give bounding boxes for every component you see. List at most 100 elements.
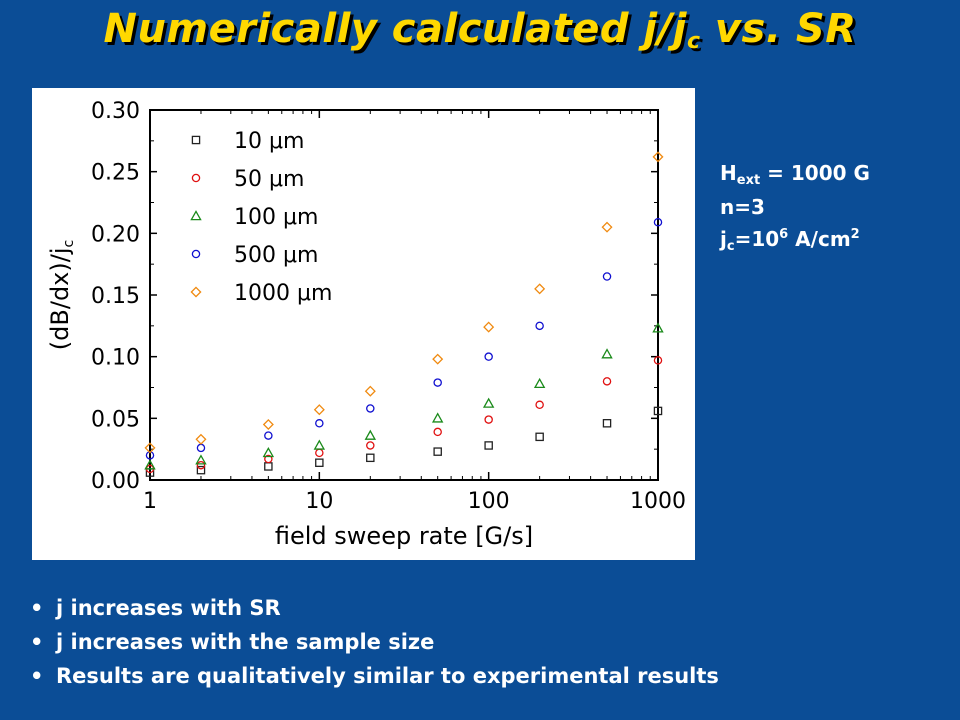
legend-label: 100 μm	[234, 205, 318, 230]
data-point-3	[601, 348, 613, 359]
data-point-1	[653, 406, 663, 416]
legend-marker	[191, 135, 201, 145]
jc-sub: c	[726, 239, 735, 254]
bullet-item: • Results are qualitatively similar to ex…	[30, 659, 719, 693]
data-point-5	[534, 283, 546, 295]
data-point-3	[652, 322, 664, 333]
data-point-2	[196, 460, 206, 470]
data-point-5	[313, 404, 325, 416]
bullet-list: • j increases with SR • j increases with t…	[30, 591, 719, 693]
hext-prefix: H	[720, 161, 737, 185]
legend-marker	[191, 173, 201, 183]
plot-frame	[149, 109, 659, 481]
jc-line: jc=106 A/cm2	[720, 221, 870, 260]
data-point-4	[315, 419, 324, 428]
chart-panel: 0.00 0.05 0.10 0.15 0.20 0.25 0.30 1 10 100 1000 fi…	[32, 88, 695, 560]
data-point-5	[262, 418, 274, 431]
jc-unit-sup: 2	[850, 227, 860, 242]
bullet-dot: •	[30, 664, 44, 688]
y-tick-label: 0.25	[91, 161, 140, 186]
hext-value: = 1000 G	[760, 161, 870, 185]
x-axis-label: field sweep rate [G/s]	[275, 522, 533, 550]
data-point-4	[433, 378, 442, 387]
data-point-5	[601, 221, 613, 233]
n-line: n=3	[720, 195, 765, 219]
data-point-5	[483, 321, 495, 333]
data-point-5	[364, 385, 376, 397]
data-point-1	[535, 432, 544, 442]
data-point-3	[364, 429, 377, 440]
data-point-1	[315, 458, 324, 467]
slide-title: Numerically calculated j/jc vs. SR	[0, 6, 960, 54]
data-point-2	[433, 427, 442, 437]
legend-label: 1000 μm	[234, 281, 332, 306]
data-point-5	[144, 442, 156, 454]
title-tail: vs. SR	[700, 6, 857, 52]
data-point-3	[144, 459, 156, 470]
data-point-4	[602, 272, 612, 281]
y-tick-label: 0.05	[91, 407, 140, 432]
data-point-5	[652, 151, 664, 163]
legend-marker	[190, 286, 202, 298]
legend-marker	[191, 249, 201, 259]
data-point-2	[484, 415, 493, 424]
x-tick-label: 100	[468, 489, 510, 514]
data-point-1	[484, 441, 493, 450]
data-point-5	[432, 353, 444, 365]
data-point-2	[602, 377, 612, 386]
y-tick-label: 0.10	[91, 346, 140, 371]
data-point-1	[196, 465, 206, 475]
bullet-dot: •	[30, 630, 44, 654]
data-point-4	[196, 443, 206, 453]
bullet-item: • j increases with SR	[30, 591, 719, 625]
data-point-3	[195, 454, 207, 465]
data-point-2	[264, 454, 273, 464]
title-main: Numerically calculated j/j	[103, 6, 687, 52]
x-tick-label: 10	[305, 489, 333, 514]
y-tick-label: 0.30	[91, 99, 140, 124]
x-tick-label: 1000	[630, 489, 686, 514]
data-point-3	[533, 377, 546, 389]
chart-svg: 0.00 0.05 0.10 0.15 0.20 0.25 0.30 1 10 100 1000 fi…	[46, 99, 686, 550]
data-point-3	[262, 446, 275, 458]
y-axis-label: (dB/dx)/jc	[46, 240, 77, 350]
data-point-4	[653, 217, 663, 227]
data-point-4	[484, 352, 493, 361]
hext-line: Hext = 1000 G	[720, 160, 870, 194]
data-point-2	[315, 448, 324, 458]
bullet-text: j increases with SR	[56, 596, 281, 620]
data-point-2	[366, 441, 375, 450]
y-tick-label: 0.15	[91, 284, 140, 309]
data-point-4	[366, 404, 375, 413]
y-tick-label: 0.00	[91, 469, 140, 494]
data-point-3	[313, 439, 326, 450]
data-point-5	[195, 433, 207, 445]
hext-sub: ext	[736, 173, 761, 188]
data-point-3	[431, 412, 444, 423]
title-sub: c	[686, 29, 701, 54]
jc-unit: A/cm	[788, 227, 851, 251]
data-point-1	[602, 419, 612, 428]
legend-marker	[190, 210, 202, 221]
parameters-box: Hext = 1000 G n=3 jc=106 A/cm2	[720, 160, 870, 260]
bullet-dot: •	[30, 596, 44, 620]
x-tick-label: 1	[143, 489, 157, 514]
data-point-2	[535, 400, 544, 410]
jc-sup: 6	[779, 227, 789, 242]
jc-prefix: j	[720, 227, 727, 251]
data-point-3	[482, 397, 495, 408]
data-point-4	[535, 321, 544, 331]
y-axis-label-sub: c	[61, 240, 77, 248]
bullet-text: Results are qualitatively similar to exp…	[56, 664, 719, 688]
data-point-4	[264, 431, 273, 440]
data-point-1	[366, 453, 375, 463]
legend-label: 500 μm	[234, 243, 318, 268]
data-point-1	[264, 462, 273, 471]
legend-label: 10 μm	[234, 129, 304, 154]
jc-mid: =10	[734, 227, 780, 251]
data-point-1	[433, 447, 442, 456]
legend-label: 50 μm	[234, 167, 304, 192]
bullet-text: j increases with the sample size	[56, 630, 435, 654]
data-point-2	[653, 356, 663, 365]
bullet-item: • j increases with the sample size	[30, 625, 719, 659]
